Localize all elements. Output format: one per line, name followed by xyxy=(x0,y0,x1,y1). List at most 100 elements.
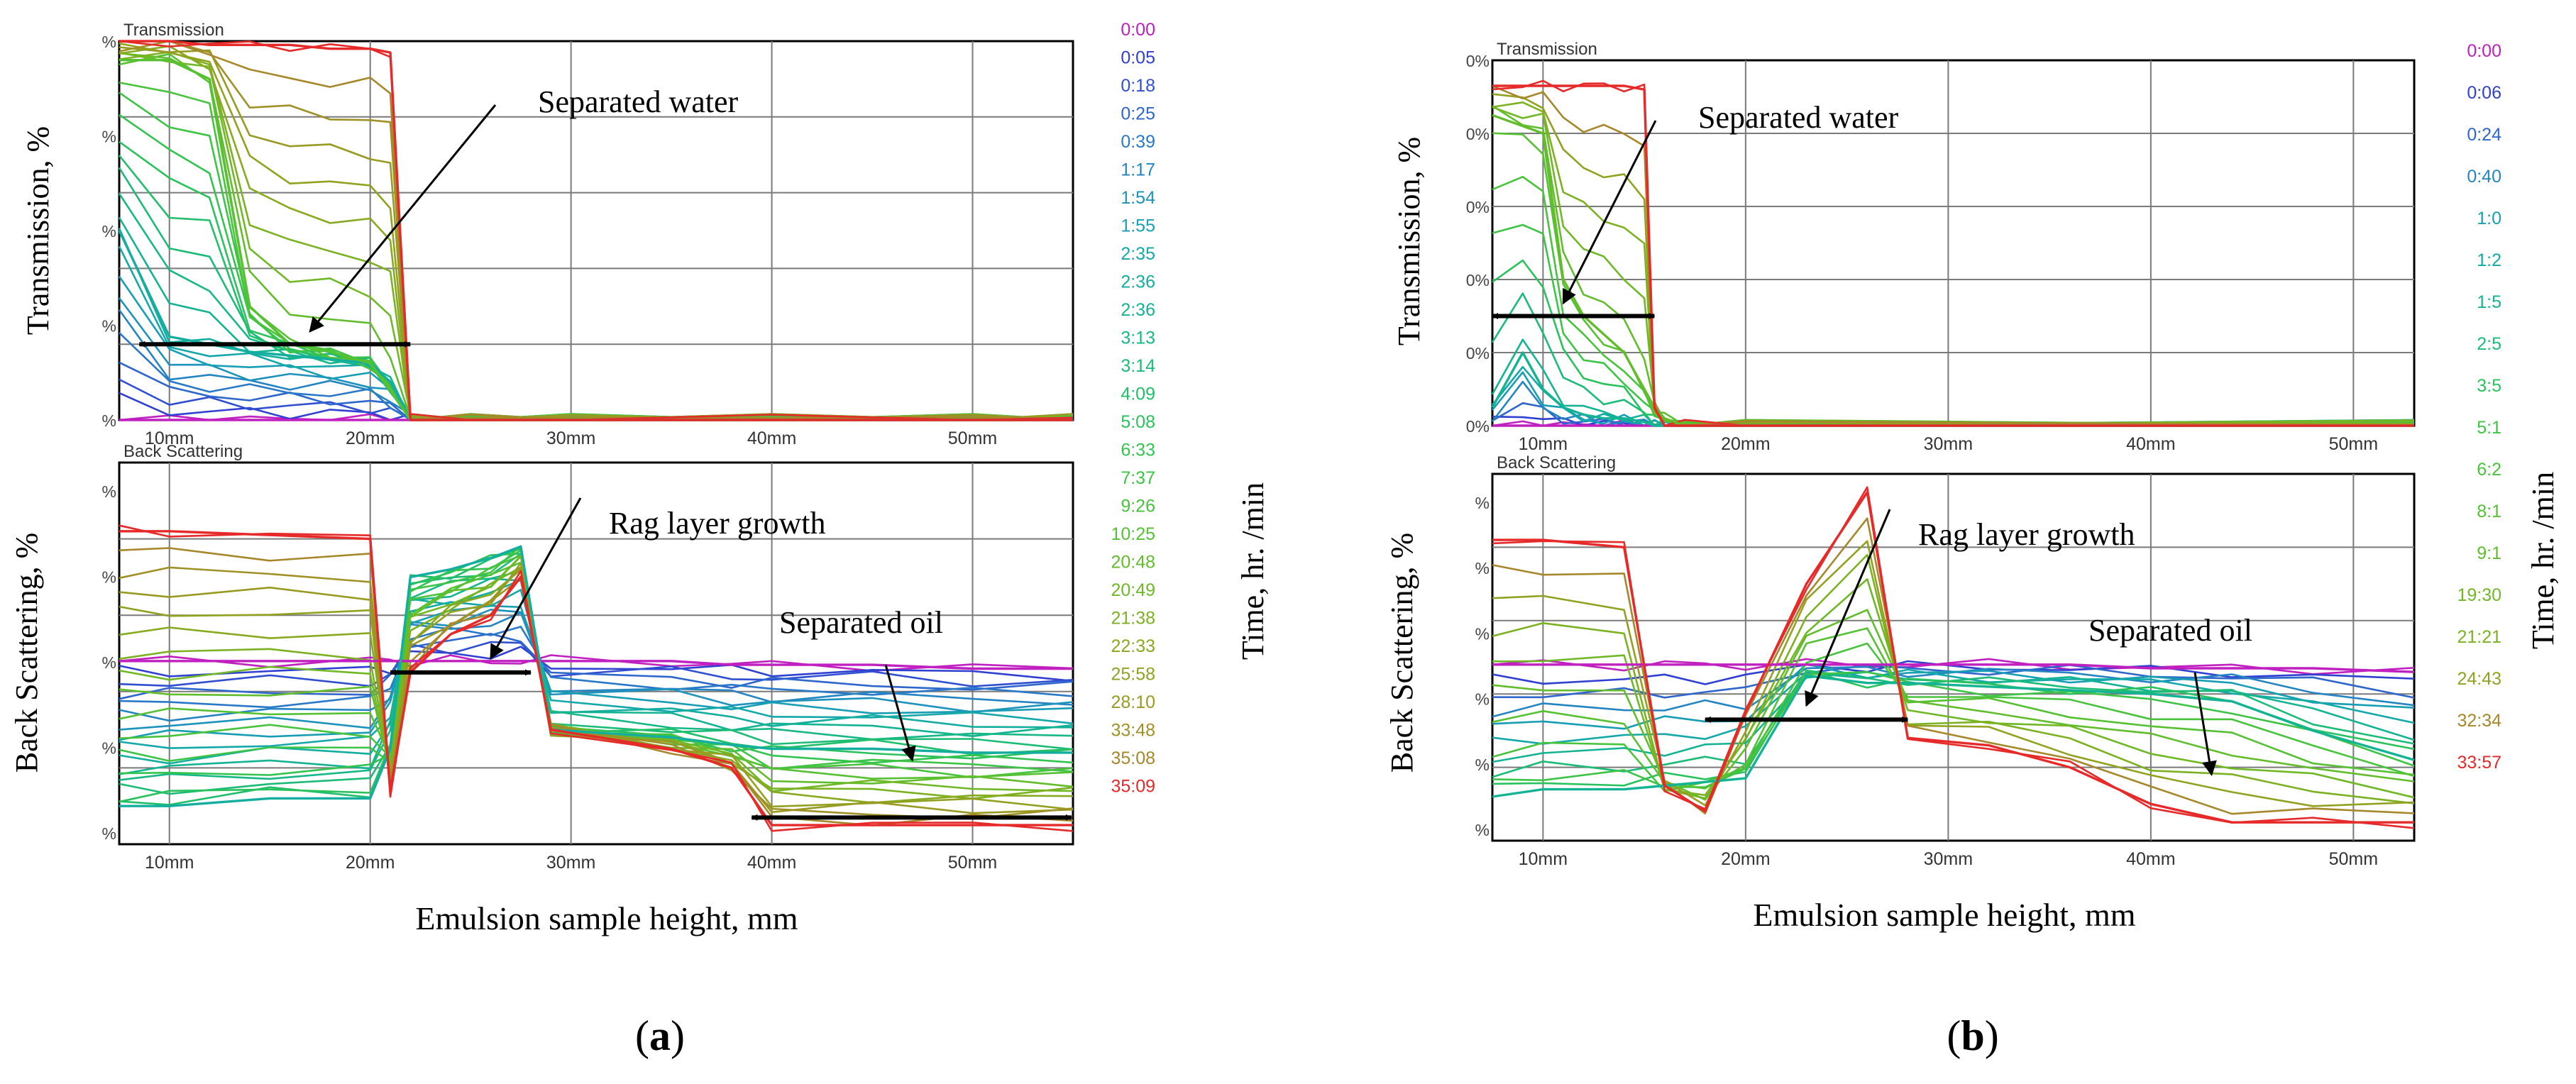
time-legend-item: 24:43 xyxy=(2457,669,2501,689)
backscattering-series-1 xyxy=(119,646,1074,682)
x-tick-label: 30mm xyxy=(1924,434,1973,454)
panel-label: (b) xyxy=(1947,1012,1998,1059)
y-tick-label: % xyxy=(102,653,116,672)
y-tick-label: % xyxy=(102,222,116,240)
y-tick-label: % xyxy=(1475,821,1490,839)
panel-label-close: ) xyxy=(671,1012,685,1059)
time-legend-item: 9:26 xyxy=(1121,497,1155,516)
backscattering-series-3 xyxy=(119,633,1074,700)
backscattering-series-12 xyxy=(1492,609,2415,801)
backscattering-series-20 xyxy=(119,555,1074,792)
time-legend-item: 2:5 xyxy=(2477,334,2501,354)
separated-water-label: Separated water xyxy=(538,84,739,119)
time-legend-item: 3:5 xyxy=(2477,376,2501,396)
x-tick-label: 50mm xyxy=(948,428,997,448)
x-tick-label: 10mm xyxy=(145,853,194,873)
rag-layer-label: Rag layer growth xyxy=(1918,517,2135,552)
y-tick-label: 0% xyxy=(1466,417,1490,436)
x-tick-label: 30mm xyxy=(546,853,595,873)
x-tick-label: 50mm xyxy=(948,853,997,873)
backscattering-series-5 xyxy=(119,612,1074,722)
transmission-curves xyxy=(1491,79,2415,427)
time-legend-item: 35:09 xyxy=(1111,777,1155,797)
x-tick-label: 40mm xyxy=(2126,849,2175,869)
backscattering-series-6 xyxy=(119,609,1074,731)
x-tick-label: 40mm xyxy=(747,428,796,448)
panel-label-letter: b xyxy=(1961,1012,1984,1059)
time-legend-item: 1:17 xyxy=(1121,160,1155,180)
transmission-key-series-3 xyxy=(1492,84,2414,427)
backscattering-series-16 xyxy=(119,545,1074,773)
panel-label-open: ( xyxy=(1947,1012,1961,1059)
time-legend-item: 0:00 xyxy=(1121,20,1155,40)
time-legend-item: 1:5 xyxy=(2477,292,2501,312)
x-tick-label: 20mm xyxy=(346,428,395,448)
time-legend-item: 1:54 xyxy=(1121,188,1155,208)
rag-layer-pointer xyxy=(1805,509,1891,707)
time-legend-item: 4:09 xyxy=(1121,385,1155,404)
time-legend-item: 22:33 xyxy=(1111,636,1155,656)
backscattering-key-series-0 xyxy=(119,660,1073,670)
separated-oil-label: Separated oil xyxy=(779,605,943,640)
time-legend-item: 19:30 xyxy=(2457,585,2501,605)
x-tick-label: 30mm xyxy=(1924,849,1973,869)
backscattering-key-series-1 xyxy=(1492,674,2415,798)
time-axis-label: Time, hr. /min xyxy=(2526,472,2560,649)
time-legend-item: 33:48 xyxy=(1111,721,1155,741)
time-legend-item: 32:34 xyxy=(2457,711,2501,731)
time-legend-item: 1:2 xyxy=(2477,250,2501,270)
x-tick-label: 10mm xyxy=(145,428,194,448)
x-tick-label: 20mm xyxy=(1721,434,1770,454)
backscattering-series-2 xyxy=(119,641,1074,687)
time-legend-item: 8:1 xyxy=(2477,502,2501,521)
transmission-frame xyxy=(1491,59,2416,427)
x-axis-label: Emulsion sample height, mm xyxy=(1753,897,2135,933)
y-tick-label: % xyxy=(102,411,116,430)
time-legend-item: 5:08 xyxy=(1121,412,1155,432)
transmission-key-series-3 xyxy=(119,40,1073,421)
backscattering-series-16 xyxy=(1492,517,2415,815)
backscattering-series-12 xyxy=(119,553,1074,795)
y-tick-label: 0% xyxy=(1466,198,1490,216)
time-legend-item: 2:36 xyxy=(1121,300,1155,320)
annotations: Separated water Rag layer growth Separated… xyxy=(138,84,1072,821)
y-tick-label: % xyxy=(102,739,116,758)
time-legend-item: 3:14 xyxy=(1121,356,1155,376)
time-legend-item: 6:2 xyxy=(2477,460,2501,480)
separated-oil-pointer xyxy=(2194,672,2217,777)
annotations: Separated water Rag layer growth Separated… xyxy=(1492,100,2252,777)
time-legend-item: 0:25 xyxy=(1121,104,1155,124)
backscattering-key-series-0 xyxy=(1492,663,2415,673)
time-legend-item: 0:40 xyxy=(2467,167,2501,187)
y-tick-label: % xyxy=(102,33,116,51)
backscattering-series-25 xyxy=(119,566,1074,819)
x-tick-label: 50mm xyxy=(2329,849,2378,869)
y-tick-label: % xyxy=(102,128,116,146)
time-legend-item: 6:33 xyxy=(1121,441,1155,460)
time-legend-item: 1:0 xyxy=(2477,209,2501,228)
backscattering-title: Back Scattering xyxy=(1497,453,1616,472)
y-tick-label: % xyxy=(102,824,116,843)
transmission-title: Transmission xyxy=(123,21,224,40)
time-legend-item: 9:1 xyxy=(2477,543,2501,563)
transmission-ylabel: Transmission, % xyxy=(21,126,55,335)
separated-water-pointer xyxy=(1562,120,1657,305)
backscattering-series-17 xyxy=(119,554,1074,779)
y-tick-label: % xyxy=(1475,756,1490,774)
x-tick-label: 40mm xyxy=(2126,434,2175,454)
backscattering-series-9 xyxy=(1492,670,2415,788)
transmission-series-27 xyxy=(119,40,1074,421)
rag-layer-pointer xyxy=(490,497,582,660)
x-tick-label: 20mm xyxy=(346,853,395,873)
x-tick-label: 40mm xyxy=(747,853,796,873)
time-axis-label: Time, hr. /min xyxy=(1235,482,1270,660)
panel-label-close: ) xyxy=(1985,1012,1999,1059)
backscattering-series-10 xyxy=(119,577,1074,775)
time-legend-item: 1:55 xyxy=(1121,216,1155,236)
backscattering-series-15 xyxy=(1492,540,2415,807)
transmission-title: Transmission xyxy=(1497,40,1597,59)
backscattering-key-series-2 xyxy=(119,530,1073,826)
